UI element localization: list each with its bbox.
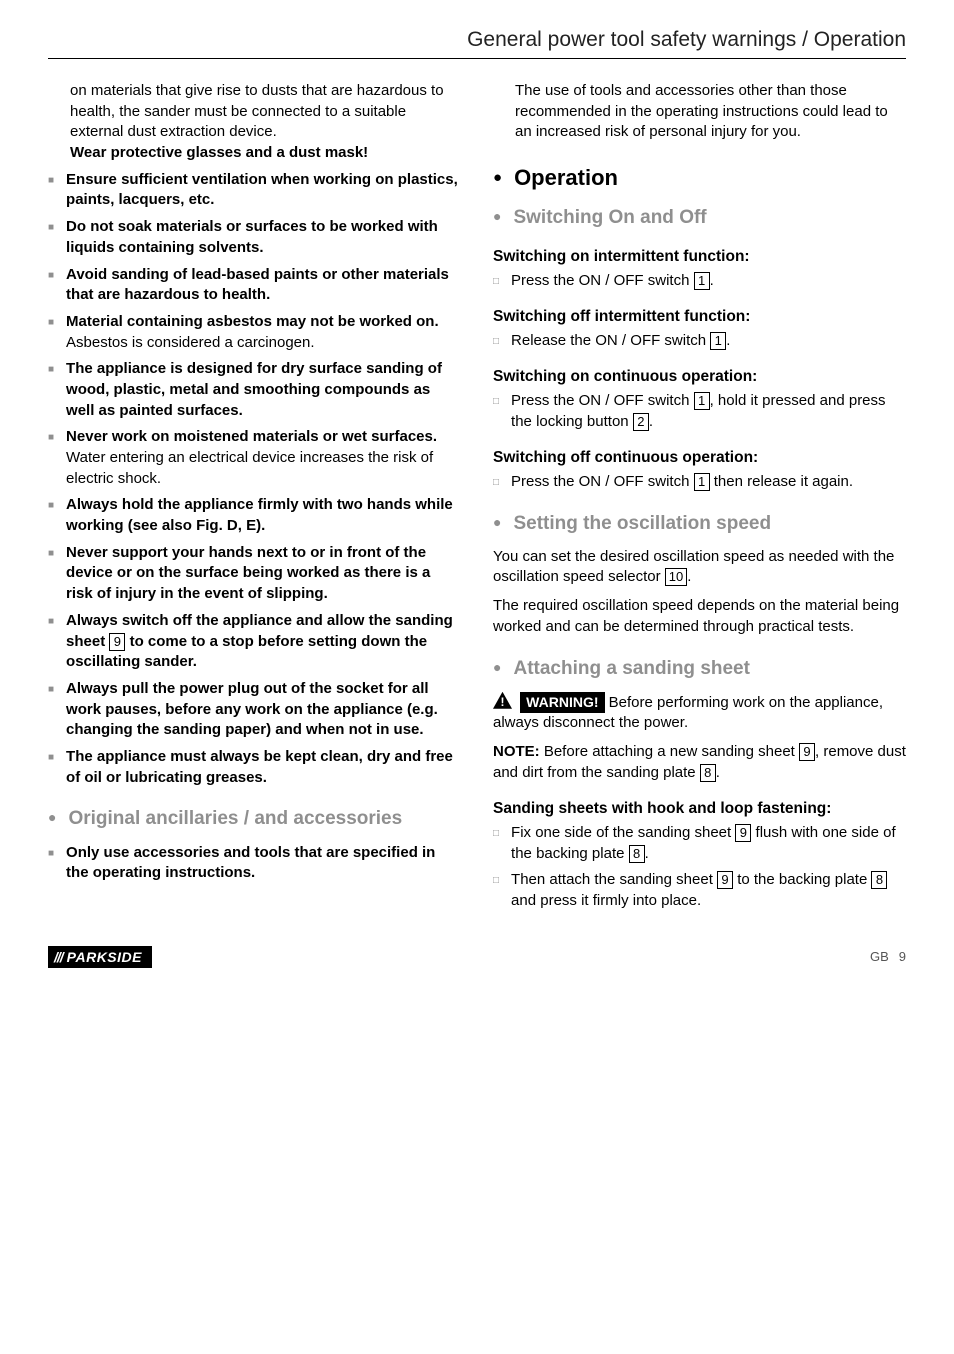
txt: and press it firmly into place. — [511, 892, 701, 909]
txt: Press the ON / OFF switch — [511, 272, 694, 289]
txt: then release it again. — [710, 473, 853, 490]
ref-box: 8 — [629, 845, 645, 863]
list-item: Fix one side of the sanding sheet 9 flus… — [493, 823, 906, 864]
ref-box: 10 — [665, 568, 687, 586]
item-bold: The appliance is designed for dry surfac… — [66, 360, 442, 418]
sw-on-intermittent-head: Switching on intermittent function: — [493, 246, 906, 267]
list-item: The appliance must always be kept clean,… — [48, 747, 461, 788]
ref-box: 1 — [694, 272, 710, 290]
txt: . — [649, 413, 653, 430]
oscillation-heading: Setting the oscillation speed — [493, 511, 906, 537]
ref-box: 2 — [633, 413, 649, 431]
intro-bold: Wear protective glasses and a dust mask! — [70, 144, 368, 161]
list-item: Always hold the appliance firmly with tw… — [48, 495, 461, 536]
ref-box: 9 — [799, 743, 815, 761]
brand-logo: ///PARKSIDE — [48, 946, 152, 968]
list-item: Never support your hands next to or in f… — [48, 543, 461, 605]
sw-off-continuous-head: Switching off continuous operation: — [493, 447, 906, 468]
safety-list: Ensure sufficient ventilation when worki… — [48, 170, 461, 789]
list-item: Avoid sanding of lead-based paints or ot… — [48, 265, 461, 306]
list-item: The appliance is designed for dry surfac… — [48, 359, 461, 421]
page-num: 9 — [899, 949, 906, 964]
ancillaries-list: Only use accessories and tools that are … — [48, 843, 461, 884]
item-bold: Never support your hands next to or in f… — [66, 544, 430, 602]
txt: . — [726, 332, 730, 349]
footer: ///PARKSIDE GB 9 — [48, 940, 906, 968]
item-bold: Always hold the appliance firmly with tw… — [66, 496, 453, 534]
txt: Then attach the sanding sheet — [511, 871, 717, 888]
note-para: NOTE: Before attaching a new sanding she… — [493, 742, 906, 783]
item-rest: Water entering an electrical device incr… — [66, 449, 433, 487]
list-item: Press the ON / OFF switch 1 then release… — [493, 472, 906, 493]
txt: Fix one side of the sanding sheet — [511, 824, 735, 841]
txt: . — [645, 845, 649, 862]
header-title: General power tool safety warnings / Ope… — [48, 28, 906, 59]
list-item: Material containing asbestos may not be … — [48, 312, 461, 353]
sw-off-intermittent-head: Switching off intermittent function: — [493, 306, 906, 327]
item-bold: Ensure sufficient ventilation when worki… — [66, 171, 458, 209]
columns: on materials that give rise to dusts tha… — [48, 81, 906, 918]
item-bold: Do not soak materials or surfaces to be … — [66, 218, 438, 256]
page: General power tool safety warnings / Ope… — [0, 0, 954, 986]
item-rest: Asbestos is considered a carcinogen. — [66, 334, 314, 351]
page-number: GB 9 — [866, 949, 906, 964]
item-bold: The appliance must always be kept clean,… — [66, 748, 453, 786]
sw3-list: Press the ON / OFF switch 1, hold it pre… — [493, 391, 906, 432]
list-item: Always switch off the appliance and allo… — [48, 611, 461, 673]
txt: Press the ON / OFF switch — [511, 392, 694, 409]
sw-on-continuous-head: Switching on continuous operation: — [493, 366, 906, 387]
list-item: Never work on moistened materials or wet… — [48, 427, 461, 489]
list-item: Always pull the power plug out of the so… — [48, 679, 461, 741]
ref-box: 9 — [735, 824, 751, 842]
note-label: NOTE: — [493, 743, 540, 760]
hook-loop-head: Sanding sheets with hook and loop fasten… — [493, 798, 906, 819]
intro-text: on materials that give rise to dusts tha… — [70, 82, 444, 140]
txt: Before attaching a new sanding sheet — [540, 743, 799, 760]
item-bold: Avoid sanding of lead-based paints or ot… — [66, 266, 449, 304]
item-bold: Material containing asbestos may not be … — [66, 313, 439, 330]
left-column: on materials that give rise to dusts tha… — [48, 81, 461, 918]
osc-para-2: The required oscillation speed depends o… — [493, 596, 906, 637]
item-bold: Always pull the power plug out of the so… — [66, 680, 438, 738]
ref-box: 8 — [700, 764, 716, 782]
sw2-list: Release the ON / OFF switch 1. — [493, 331, 906, 352]
osc-para-1: You can set the desired oscillation spee… — [493, 547, 906, 588]
ref-box: 9 — [717, 871, 733, 889]
attaching-heading: Attaching a sanding sheet — [493, 656, 906, 682]
ref-box: 1 — [694, 392, 710, 410]
list-item: Press the ON / OFF switch 1, hold it pre… — [493, 391, 906, 432]
txt: . — [687, 568, 691, 585]
ref-box: 8 — [871, 871, 887, 889]
ref-box: 9 — [109, 633, 125, 651]
sw1-list: Press the ON / OFF switch 1. — [493, 271, 906, 292]
hook-list: Fix one side of the sanding sheet 9 flus… — [493, 823, 906, 912]
list-item: Release the ON / OFF switch 1. — [493, 331, 906, 352]
warning-para: WARNING! Before performing work on the a… — [493, 692, 906, 734]
item-bold: Never work on moistened materials or wet… — [66, 428, 437, 445]
top-paragraph: The use of tools and accessories other t… — [493, 81, 906, 143]
intro-continuation: on materials that give rise to dusts tha… — [48, 81, 461, 164]
ref-box: 1 — [694, 473, 710, 491]
ref-box: 1 — [710, 332, 726, 350]
sw4-list: Press the ON / OFF switch 1 then release… — [493, 472, 906, 493]
txt: You can set the desired oscillation spee… — [493, 548, 894, 586]
txt: Press the ON / OFF switch — [511, 473, 694, 490]
item-bold: Only use accessories and tools that are … — [66, 843, 461, 884]
list-item: Do not soak materials or surfaces to be … — [48, 217, 461, 258]
warning-label: WARNING! — [520, 692, 604, 713]
ancillaries-heading: Original ancillaries / and accessories — [48, 806, 461, 832]
txt: . — [716, 764, 720, 781]
operation-heading: Operation — [493, 163, 906, 193]
txt: . — [710, 272, 714, 289]
switching-heading: Switching On and Off — [493, 205, 906, 231]
list-item: Ensure sufficient ventilation when worki… — [48, 170, 461, 211]
list-item: Only use accessories and tools that are … — [48, 843, 461, 884]
txt: Release the ON / OFF switch — [511, 332, 710, 349]
page-region: GB — [866, 949, 893, 964]
right-column: The use of tools and accessories other t… — [493, 81, 906, 918]
list-item: Then attach the sanding sheet 9 to the b… — [493, 870, 906, 911]
list-item: Press the ON / OFF switch 1. — [493, 271, 906, 292]
warning-triangle-icon — [493, 692, 512, 709]
txt: to the backing plate — [733, 871, 871, 888]
